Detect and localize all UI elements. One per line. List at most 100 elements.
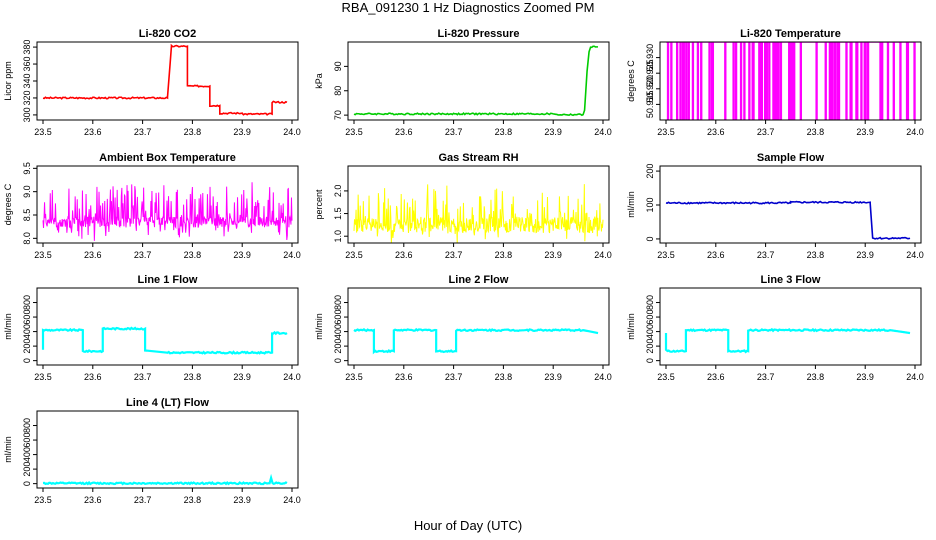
x-tick-label-sample: 23.7	[757, 250, 775, 260]
x-axis-label: Hour of Day (UTC)	[413, 518, 523, 533]
y-tick-label-sample: 100	[645, 197, 655, 212]
figure-title: RBA_091230 1 Hz Diagnostics Zoomed PM	[341, 0, 595, 15]
x-tick-label-co2: 23.8	[184, 127, 202, 137]
frame-pressure	[347, 41, 610, 121]
frame-sample	[659, 165, 922, 244]
y-tick-label-rh: 1.5	[333, 207, 343, 220]
y-tick-label-pressure: 80	[333, 86, 343, 96]
y-tick-label-sample: 200	[645, 164, 655, 179]
line-temperature	[666, 42, 916, 120]
y-tick-label-line2: 200	[333, 339, 343, 354]
x-tick-label-ambient: 23.8	[184, 250, 202, 260]
x-tick-label-pressure: 23.9	[544, 127, 562, 137]
frame-line2	[347, 287, 610, 366]
x-tick-label-co2: 23.6	[84, 127, 102, 137]
series-ambient	[42, 182, 293, 241]
x-tick-label-pressure: 23.6	[395, 127, 413, 137]
y-tick-label-line2: 600	[333, 310, 343, 325]
x-tick-label-sample: 23.6	[707, 250, 725, 260]
x-tick-label-line3: 23.6	[707, 372, 725, 382]
x-tick-label-co2: 24.0	[283, 127, 301, 137]
x-tick-label-temperature: 23.8	[807, 127, 825, 137]
x-tick-label-line2: 23.6	[395, 372, 413, 382]
y-axis-label-ambient: degrees C	[3, 183, 13, 225]
frame-temperature	[659, 41, 922, 121]
x-tick-label-sample: 23.8	[807, 250, 825, 260]
x-tick-label-line3: 23.7	[757, 372, 775, 382]
y-tick-label-line1: 600	[22, 310, 32, 325]
x-tick-label-line1: 23.6	[84, 372, 102, 382]
panel-pressure: Li-820 Pressure 23.5 23.6 23.7 23.8 23.9 24.0 7…	[314, 28, 612, 137]
panel-ambient: Ambient Box Temperature 23.5 23.6 23.7 23.8 2…	[3, 152, 301, 260]
series-line3	[664, 327, 911, 354]
series-sample	[665, 200, 911, 240]
y-tick-label-line2: 400	[333, 324, 343, 339]
y-tick-label-line3: 200	[645, 339, 655, 354]
line-line4	[42, 473, 288, 486]
x-tick-label-ambient: 23.6	[84, 250, 102, 260]
y-tick-label-temperature: 50.930	[645, 44, 655, 72]
y-tick-label-line2: 0	[333, 358, 343, 363]
line-line2	[353, 327, 599, 355]
y-tick-label-line3: 800	[645, 295, 655, 310]
x-tick-label-temperature: 23.9	[856, 127, 874, 137]
x-tick-label-rh: 23.7	[445, 250, 463, 260]
y-tick-label-line3: 600	[645, 310, 655, 325]
series-temperature	[666, 42, 916, 120]
y-tick-label-pressure: 70	[333, 110, 343, 120]
y-tick-label-co2: 380	[22, 40, 32, 55]
x-tick-label-temperature: 23.5	[657, 127, 675, 137]
x-tick-label-line4: 23.5	[34, 495, 52, 505]
y-axis-label-temperature: degrees C	[626, 60, 636, 102]
series-co2	[42, 43, 288, 116]
x-tick-label-pressure: 24.0	[594, 127, 612, 137]
x-tick-label-rh: 24.0	[594, 250, 612, 260]
y-tick-label-line2: 800	[333, 295, 343, 310]
y-tick-label-line3: 0	[645, 358, 655, 363]
y-tick-label-sample: 0	[645, 236, 655, 241]
panel-title-rh: Gas Stream RH	[438, 152, 518, 164]
x-tick-label-line4: 24.0	[283, 495, 301, 505]
frame-rh	[347, 165, 610, 244]
y-tick-label-line4: 800	[22, 418, 32, 433]
x-tick-label-rh: 23.5	[345, 250, 363, 260]
y-tick-label-temperature: 50.915	[645, 91, 655, 119]
y-axis-label-sample: ml/min	[626, 191, 636, 218]
y-tick-label-co2: 320	[22, 90, 32, 105]
y-tick-label-line1: 0	[22, 358, 32, 363]
panel-title-line1: Line 1 Flow	[138, 274, 198, 286]
x-tick-label-line3: 23.9	[856, 372, 874, 382]
panel-title-temperature: Li-820 Temperature	[740, 28, 841, 40]
panel-title-sample: Sample Flow	[757, 152, 825, 164]
y-tick-label-ambient: 9.5	[22, 162, 32, 175]
x-tick-label-line3: 23.5	[657, 372, 675, 382]
y-tick-label-co2: 340	[22, 73, 32, 88]
x-tick-label-co2: 23.5	[34, 127, 52, 137]
line-rh	[353, 184, 604, 243]
line-sample	[665, 200, 911, 240]
y-tick-label-pressure: 90	[333, 61, 343, 71]
x-tick-label-line1: 23.5	[34, 372, 52, 382]
y-axis-label-rh: percent	[314, 189, 324, 220]
x-tick-label-ambient: 23.5	[34, 250, 52, 260]
line-line1	[41, 326, 288, 355]
y-axis-label-line4: ml/min	[3, 436, 13, 463]
line-co2	[42, 43, 288, 116]
y-tick-label-ambient: 8.5	[22, 209, 32, 222]
x-tick-label-pressure: 23.7	[445, 127, 463, 137]
panel-line2: Line 2 Flow 23.5 23.6 23.7 23.8 23.9 24.0 0 2004…	[314, 274, 612, 382]
y-axis-label-line3: ml/min	[626, 313, 636, 340]
frame-ambient	[36, 165, 299, 244]
series-line4	[42, 473, 288, 486]
x-tick-label-sample: 23.9	[856, 250, 874, 260]
panel-temperature: Li-820 Temperature 23.5 23.6 23.7 23.8 23.9 24…	[626, 28, 924, 137]
panel-rh: Gas Stream RH 23.5 23.6 23.7 23.8 23.9 24.0 1.0…	[314, 152, 612, 260]
x-tick-label-rh: 23.6	[395, 250, 413, 260]
x-tick-label-line1: 23.9	[233, 372, 251, 382]
x-tick-label-rh: 23.9	[544, 250, 562, 260]
y-tick-label-ambient: 8.0	[22, 232, 32, 245]
x-tick-label-line4: 23.6	[84, 495, 102, 505]
x-tick-label-line2: 23.9	[544, 372, 562, 382]
panel-line4: Line 4 (LT) Flow 23.5 23.6 23.7 23.8 23.9 24.0…	[3, 397, 301, 505]
